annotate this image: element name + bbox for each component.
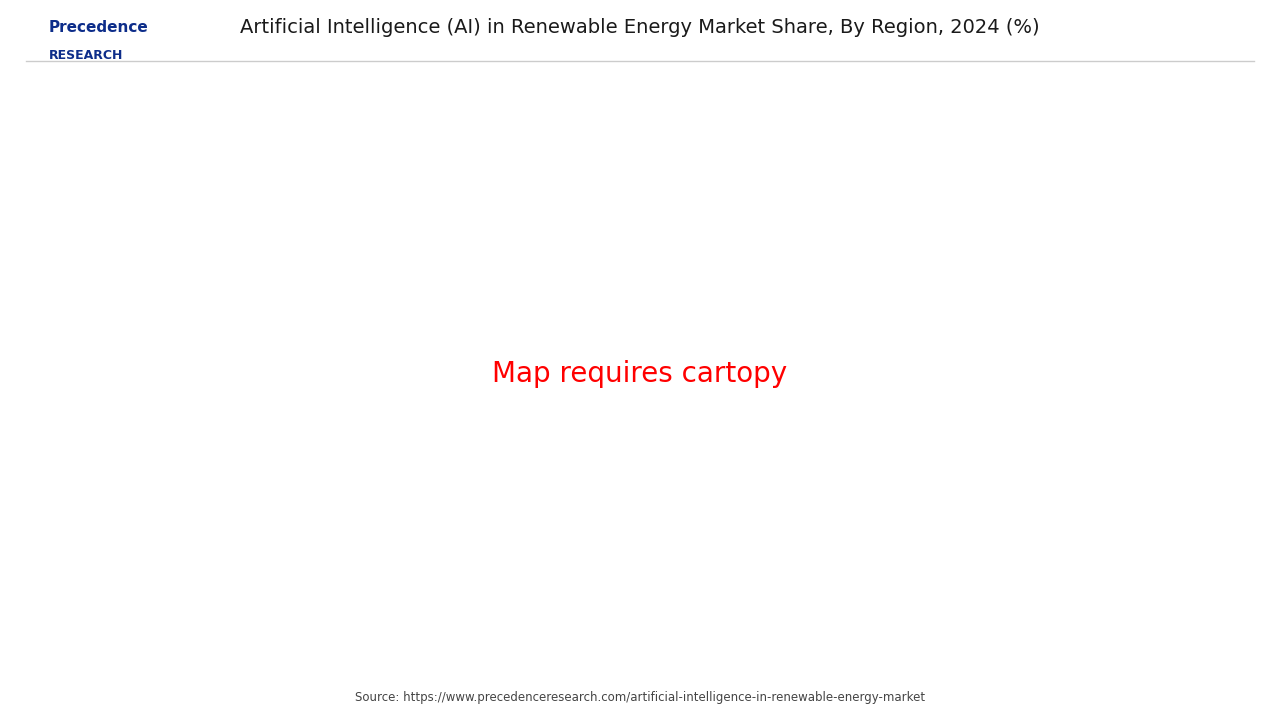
Text: Precedence: Precedence xyxy=(49,20,148,35)
Text: Artificial Intelligence (AI) in Renewable Energy Market Share, By Region, 2024 (: Artificial Intelligence (AI) in Renewabl… xyxy=(241,18,1039,37)
Text: Map requires cartopy: Map requires cartopy xyxy=(493,361,787,388)
Text: Source: https://www.precedenceresearch.com/artificial-intelligence-in-renewable-: Source: https://www.precedenceresearch.c… xyxy=(355,691,925,704)
Text: RESEARCH: RESEARCH xyxy=(49,49,123,62)
